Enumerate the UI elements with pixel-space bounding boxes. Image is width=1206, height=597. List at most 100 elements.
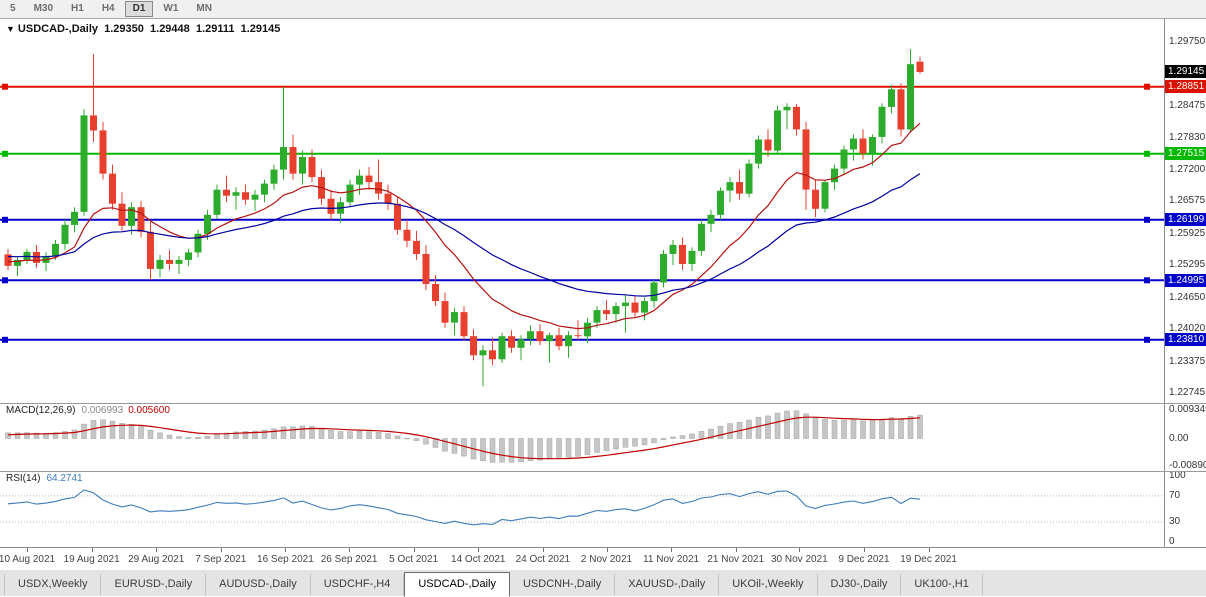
axis-tick-label: 1.24020 bbox=[1169, 323, 1206, 335]
timeframe-button-h4[interactable]: H4 bbox=[101, 3, 115, 14]
chart-tab-dj30-daily[interactable]: DJ30-,Daily bbox=[818, 574, 902, 596]
date-label: 19 Aug 2021 bbox=[63, 554, 120, 565]
date-tick bbox=[156, 548, 158, 552]
axis-tick-label: 1.28475 bbox=[1169, 99, 1206, 111]
date-tick bbox=[606, 548, 608, 552]
chart-symbol-label: USDCAD-,Daily bbox=[17, 23, 98, 35]
ma-fast-line[interactable] bbox=[7, 122, 921, 330]
chart-collapse-icon[interactable]: ▼ bbox=[6, 24, 15, 34]
main-chart-panel[interactable]: ▼ USDCAD-,Daily 1.29350 1.29448 1.29111 1… bbox=[0, 19, 1164, 403]
rsi-name: RSI(14) bbox=[6, 473, 41, 484]
axis-tick-label: 1.26575 bbox=[1169, 194, 1206, 206]
date-label: 7 Sep 2021 bbox=[195, 554, 247, 565]
time-axis[interactable]: 10 Aug 2021 19 Aug 2021 29 Aug 2021 7 Sep 2… bbox=[0, 547, 1206, 570]
axis-tick-label: 1.23375 bbox=[1169, 355, 1206, 367]
price-label-1-26199: 1.26199 bbox=[1165, 213, 1206, 227]
date-label: 9 Dec 2021 bbox=[838, 554, 890, 565]
macd-chart[interactable] bbox=[0, 403, 1164, 471]
price-label-1-27515: 1.27515 bbox=[1165, 147, 1206, 161]
chart-tab-usdcnh-daily[interactable]: USDCNH-,Daily bbox=[510, 574, 616, 596]
macd-signal-value: 0.005600 bbox=[128, 405, 170, 416]
axis-tick-label: 1.25925 bbox=[1169, 227, 1206, 239]
price-label-1-23810: 1.23810 bbox=[1165, 333, 1206, 347]
chart-tab-uk100-h1[interactable]: UK100-,H1 bbox=[901, 574, 983, 596]
date-label: 11 Nov 2021 bbox=[643, 554, 700, 565]
date-tick bbox=[735, 548, 737, 552]
date-tick bbox=[285, 548, 287, 552]
date-label: 14 Oct 2021 bbox=[451, 554, 506, 565]
date-label: 29 Aug 2021 bbox=[128, 554, 185, 565]
chart-tab-eurusd-daily[interactable]: EURUSD-,Daily bbox=[101, 574, 207, 596]
macd-signal-line bbox=[7, 416, 921, 460]
ohlc-open: 1.29350 bbox=[104, 23, 144, 35]
timeframe-button-w1[interactable]: W1 bbox=[163, 3, 179, 14]
date-label: 30 Nov 2021 bbox=[770, 554, 828, 565]
date-tick bbox=[27, 548, 28, 552]
date-tick bbox=[220, 548, 222, 552]
axis-tick-label: 70 bbox=[1169, 489, 1181, 501]
chart-tab-audusd-daily[interactable]: AUDUSD-,Daily bbox=[206, 574, 311, 596]
timeframe-button-m30[interactable]: M30 bbox=[33, 3, 54, 14]
date-tick bbox=[542, 548, 544, 552]
timeframe-button-h1[interactable]: H1 bbox=[71, 3, 84, 14]
date-tick bbox=[478, 548, 480, 552]
rsi-label: RSI(14) 64.2741 bbox=[6, 473, 83, 484]
hline-1.27515[interactable] bbox=[0, 150, 1164, 157]
rsi-line bbox=[7, 489, 921, 526]
axis-tick-label: 30 bbox=[1169, 516, 1181, 528]
timeframe-toolbar: 5 M30 H1 H4 D1 W1 MN bbox=[0, 0, 1206, 19]
date-tick bbox=[91, 548, 93, 552]
date-label: 10 Aug 2021 bbox=[0, 554, 56, 565]
hline-1.26199[interactable] bbox=[0, 216, 1164, 223]
axis-tick-label: 1.25295 bbox=[1169, 259, 1206, 271]
axis-tick-label: 0 bbox=[1169, 535, 1175, 547]
candlestick-chart[interactable] bbox=[0, 19, 1164, 403]
current-price-label: 1.29145 bbox=[1165, 65, 1206, 79]
panel-separator[interactable] bbox=[0, 471, 1206, 472]
date-tick bbox=[863, 548, 865, 552]
rsi-value: 64.2741 bbox=[46, 473, 83, 484]
date-label: 5 Oct 2021 bbox=[389, 554, 439, 565]
date-label: 16 Sep 2021 bbox=[257, 554, 314, 565]
price-label-1-24995: 1.24995 bbox=[1165, 273, 1206, 287]
macd-histogram bbox=[5, 410, 923, 463]
rsi-panel[interactable]: RSI(14) 64.2741 bbox=[0, 471, 1164, 547]
chart-tab-usdx-weekly[interactable]: USDX,Weekly bbox=[4, 574, 102, 596]
date-label: 24 Oct 2021 bbox=[515, 554, 571, 565]
date-tick bbox=[671, 548, 673, 552]
price-scale[interactable]: 1.29750 1.28475 1.27830 1.27200 1.26575 1.259… bbox=[1164, 19, 1206, 547]
chart-tab-bar: USDX,Weekly EURUSD-,Daily AUDUSD-,Daily USD… bbox=[0, 569, 1206, 597]
ohlc-low: 1.29111 bbox=[195, 23, 235, 35]
chart-tab-usdchf-h4[interactable]: USDCHF-,H4 bbox=[311, 574, 405, 596]
macd-label: MACD(12,26,9) 0.006993 0.005600 bbox=[6, 405, 170, 416]
axis-tick-label: 1.29750 bbox=[1169, 35, 1206, 47]
ma-slow-line[interactable] bbox=[7, 173, 921, 297]
timeframe-button-5[interactable]: 5 bbox=[10, 3, 16, 14]
chart-window: ▼ USDCAD-,Daily 1.29350 1.29448 1.29111 1… bbox=[0, 19, 1206, 570]
timeframe-button-mn[interactable]: MN bbox=[196, 3, 212, 14]
date-tick bbox=[349, 548, 351, 552]
macd-name: MACD(12,26,9) bbox=[6, 405, 76, 416]
hline-1.28851[interactable] bbox=[0, 83, 1164, 90]
date-label: 19 Dec 2021 bbox=[900, 554, 957, 565]
date-label: 2 Nov 2021 bbox=[580, 554, 633, 565]
chart-tab-ukoil-weekly[interactable]: UKOil-,Weekly bbox=[719, 574, 818, 596]
macd-main-value: 0.006993 bbox=[81, 405, 124, 416]
chart-tab-usdcad-daily[interactable]: USDCAD-,Daily bbox=[404, 572, 510, 597]
axis-tick-label: 1.24650 bbox=[1169, 291, 1206, 303]
macd-panel[interactable]: MACD(12,26,9) 0.006993 0.005600 bbox=[0, 403, 1164, 471]
panel-separator[interactable] bbox=[0, 403, 1206, 404]
axis-tick-label: 1.27200 bbox=[1169, 163, 1206, 175]
axis-tick-label: 0.009345 bbox=[1169, 403, 1206, 415]
hline-1.23810[interactable] bbox=[0, 336, 1164, 343]
axis-tick-label: 0.00 bbox=[1169, 432, 1189, 444]
axis-tick-label: 1.22745 bbox=[1169, 387, 1206, 399]
rsi-chart[interactable] bbox=[0, 471, 1164, 547]
axis-tick-label: 100 bbox=[1169, 470, 1186, 482]
hline-1.24995[interactable] bbox=[0, 277, 1164, 284]
timeframe-button-d1[interactable]: D1 bbox=[124, 1, 154, 17]
candlestick-series bbox=[4, 49, 924, 387]
date-tick bbox=[413, 548, 415, 552]
chart-tab-xauusd-daily[interactable]: XAUUSD-,Daily bbox=[615, 574, 720, 596]
